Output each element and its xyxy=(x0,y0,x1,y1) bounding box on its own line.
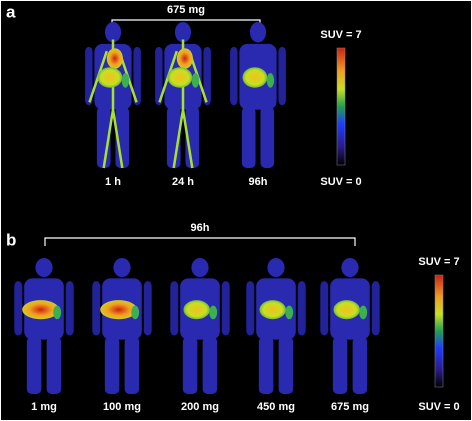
image-label: 1 mg xyxy=(31,401,57,413)
image-label: 200 mg xyxy=(181,401,219,413)
spleen xyxy=(285,305,294,320)
arm xyxy=(170,281,179,336)
liver xyxy=(167,67,193,88)
head xyxy=(35,258,53,278)
image-label: 24 h xyxy=(172,176,194,188)
liver xyxy=(333,300,360,320)
spleen xyxy=(209,305,218,320)
arm xyxy=(297,281,306,336)
leg xyxy=(258,336,274,394)
leg xyxy=(202,336,218,394)
head xyxy=(113,258,131,278)
arm xyxy=(230,46,238,106)
arm xyxy=(278,46,286,106)
spleen xyxy=(53,305,62,320)
pet-image xyxy=(14,258,74,394)
liver xyxy=(259,300,286,320)
arm xyxy=(143,281,152,336)
pet-image xyxy=(320,258,380,394)
head xyxy=(104,22,122,43)
colorbar xyxy=(336,47,346,166)
spleen xyxy=(121,73,130,88)
colorbar-max: SUV = 7 xyxy=(418,256,459,268)
image-label: 1 h xyxy=(105,176,121,188)
liver xyxy=(22,300,60,320)
liver xyxy=(183,300,210,320)
leg xyxy=(26,336,42,394)
arm xyxy=(155,46,163,106)
head xyxy=(341,258,359,278)
arm xyxy=(246,281,255,336)
spleen xyxy=(131,305,140,320)
arm xyxy=(221,281,230,336)
pet-image xyxy=(246,258,306,394)
colorbar xyxy=(434,274,444,388)
pet-image xyxy=(92,258,152,394)
heart xyxy=(176,48,193,69)
pet-image xyxy=(155,22,211,169)
spleen xyxy=(191,73,200,88)
leg xyxy=(182,336,198,394)
pet-image xyxy=(85,22,141,169)
colorbar-min: SUV = 0 xyxy=(418,401,459,413)
arm xyxy=(85,46,93,106)
leg xyxy=(260,106,275,168)
leg xyxy=(352,336,368,394)
image-label: 450 mg xyxy=(257,401,295,413)
arm xyxy=(92,281,101,336)
leg xyxy=(104,336,120,394)
leg xyxy=(241,106,256,168)
image-label: 100 mg xyxy=(103,401,141,413)
leg xyxy=(124,336,140,394)
leg xyxy=(278,336,294,394)
head xyxy=(174,22,192,43)
liver xyxy=(242,67,268,88)
image-label: 675 mg xyxy=(331,401,369,413)
heart xyxy=(106,48,123,69)
head xyxy=(267,258,285,278)
spleen xyxy=(266,73,275,88)
bracket-label: 675 mg xyxy=(167,4,205,16)
pet-image xyxy=(230,22,286,168)
bracket xyxy=(44,237,356,246)
head xyxy=(249,22,267,43)
leg xyxy=(332,336,348,394)
panel-label: a xyxy=(6,2,16,21)
arm xyxy=(371,281,380,336)
content: a 675 mg 1 h 24 h 96h SUV = 7 SUV = 0 b 96h 1 mg 1… xyxy=(6,2,460,412)
liver xyxy=(97,67,123,88)
head xyxy=(191,258,209,278)
liver xyxy=(100,300,138,320)
leg xyxy=(46,336,62,394)
spleen xyxy=(359,305,368,320)
image-label: 96h xyxy=(249,176,268,188)
bracket-label: 96h xyxy=(191,222,210,234)
arm xyxy=(320,281,329,336)
arm xyxy=(65,281,74,336)
panel-label: b xyxy=(6,230,16,249)
colorbar-max: SUV = 7 xyxy=(320,29,361,41)
pet-image xyxy=(170,258,230,394)
arm xyxy=(14,281,23,336)
arm xyxy=(133,46,141,106)
arm xyxy=(203,46,211,106)
colorbar-min: SUV = 0 xyxy=(320,176,361,188)
